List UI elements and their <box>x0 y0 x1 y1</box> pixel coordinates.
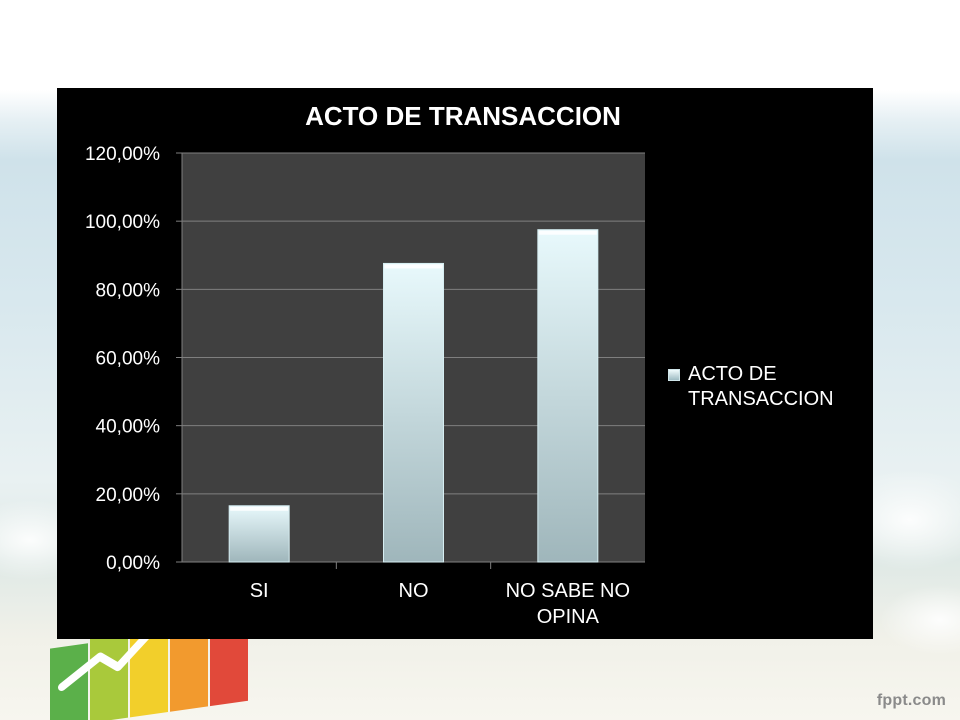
y-tick-label: 40,00% <box>96 417 161 438</box>
x-tick-label: NO <box>399 580 429 602</box>
bar-highlight-3 <box>538 230 597 235</box>
bar-highlight-1 <box>230 506 289 511</box>
bar-2 <box>383 262 444 563</box>
x-tick-label: NO SABE NO OPINA <box>506 580 630 628</box>
chart-legend: ACTO DE TRANSACCION <box>668 362 878 412</box>
legend-swatch <box>668 369 680 381</box>
bar-1 <box>228 505 290 563</box>
footer-brand: fppt.com <box>876 692 946 709</box>
y-tick-label: 0,00% <box>106 553 160 574</box>
bar-highlight-2 <box>384 264 443 269</box>
y-tick-label: 20,00% <box>96 485 161 506</box>
chart-title: ACTO DE TRANSACCION <box>305 101 621 131</box>
y-tick-label: 60,00% <box>96 349 161 370</box>
y-tick-label: 100,00% <box>85 212 160 233</box>
legend-label: ACTO DE TRANSACCION <box>688 363 834 410</box>
y-tick-label: 80,00% <box>96 280 161 301</box>
bar-3 <box>537 229 599 563</box>
y-tick-label: 120,00% <box>85 144 160 165</box>
x-tick-label: SI <box>250 580 269 602</box>
